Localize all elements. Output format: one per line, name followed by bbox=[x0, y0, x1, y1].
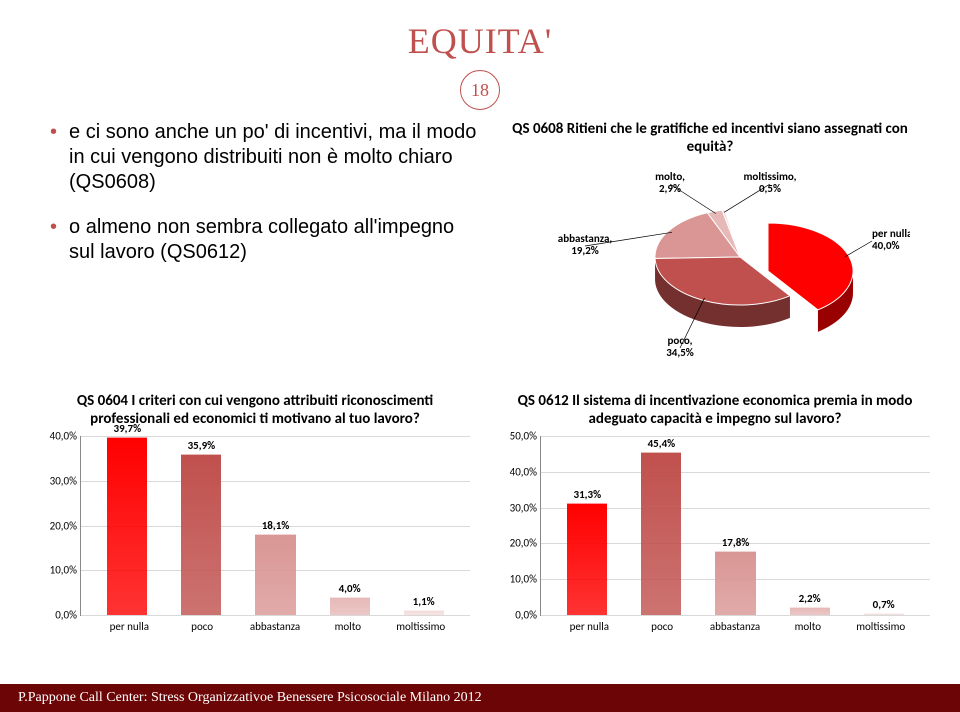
bar-value-label: 2,2% bbox=[799, 592, 821, 605]
bar-group: 1,1% bbox=[390, 436, 457, 615]
bullet-text: o almeno non sembra collegato all'impegn… bbox=[69, 215, 480, 265]
bar: 35,9% bbox=[181, 454, 221, 615]
x-tick-label: molto bbox=[771, 620, 844, 633]
bar-group: 45,4% bbox=[628, 436, 695, 615]
svg-text:0,5%: 0,5% bbox=[759, 182, 781, 195]
y-axis-ticks: 0,0%10,0%20,0%30,0%40,0%50,0% bbox=[501, 436, 539, 615]
bar: 45,4% bbox=[641, 452, 681, 615]
svg-text:2,9%: 2,9% bbox=[659, 182, 681, 195]
bar: 4,0% bbox=[330, 597, 370, 615]
x-tick-label: molto bbox=[311, 620, 384, 633]
slide-title: EQUITA' bbox=[0, 0, 960, 62]
bar-chart-qs0604: QS 0604 I criteri con cui vengono attrib… bbox=[40, 392, 470, 633]
bar-value-label: 0,7% bbox=[873, 598, 895, 611]
bullet-item: • e ci sono anche un po' di incentivi, m… bbox=[50, 120, 480, 195]
bar: 1,1% bbox=[404, 610, 444, 615]
bar-value-label: 18,1% bbox=[262, 519, 290, 532]
slide: EQUITA' 18 • e ci sono anche un po' di i… bbox=[0, 0, 960, 712]
chart-title: QS 0604 I criteri con cui vengono attrib… bbox=[40, 392, 470, 428]
pie-chart: QS 0608 Ritieni che le gratifiche ed inc… bbox=[500, 120, 920, 362]
top-row: • e ci sono anche un po' di incentivi, m… bbox=[0, 110, 960, 362]
x-axis-labels: per nullapocoabbastanzamoltomoltissimo bbox=[80, 616, 470, 633]
y-tick-label: 20,0% bbox=[50, 519, 77, 532]
bar-group: 39,7% bbox=[94, 436, 161, 615]
page-number-badge: 18 bbox=[460, 70, 500, 110]
x-tick-label: abbastanza bbox=[699, 620, 772, 633]
bar-value-label: 35,9% bbox=[188, 439, 216, 452]
bar-plot-area: 0,0%10,0%20,0%30,0%40,0% 39,7%35,9%18,1%… bbox=[80, 436, 470, 616]
bullet-dot-icon: • bbox=[50, 120, 57, 144]
x-tick-label: poco bbox=[166, 620, 239, 633]
bottom-row: QS 0604 I criteri con cui vengono attrib… bbox=[0, 362, 960, 633]
y-tick-label: 40,0% bbox=[50, 430, 77, 443]
svg-text:19,2%: 19,2% bbox=[571, 244, 599, 257]
x-tick-label: poco bbox=[626, 620, 699, 633]
svg-text:34,5%: 34,5% bbox=[666, 346, 694, 359]
x-axis-labels: per nullapocoabbastanzamoltomoltissimo bbox=[540, 616, 930, 633]
pie-svg: per nulla,40,0%poco,34,5%abbastanza,19,2… bbox=[510, 162, 910, 362]
y-tick-label: 30,0% bbox=[50, 474, 77, 487]
bar-group: 31,3% bbox=[554, 436, 621, 615]
y-tick-label: 10,0% bbox=[510, 573, 537, 586]
bar: 18,1% bbox=[255, 534, 295, 615]
x-tick-label: per nulla bbox=[553, 620, 626, 633]
bullet-dot-icon: • bbox=[50, 215, 57, 239]
bar-group: 4,0% bbox=[316, 436, 383, 615]
x-tick-label: abbastanza bbox=[239, 620, 312, 633]
bar-value-label: 39,7% bbox=[114, 422, 142, 435]
bar-value-label: 45,4% bbox=[648, 437, 676, 450]
bar-group: 0,7% bbox=[850, 436, 917, 615]
bar-group: 35,9% bbox=[168, 436, 235, 615]
bar-value-label: 31,3% bbox=[574, 488, 602, 501]
y-tick-label: 50,0% bbox=[510, 430, 537, 443]
footer: P.Pappone Call Center: Stress Organizzat… bbox=[0, 684, 960, 712]
pie-title: QS 0608 Ritieni che le gratifiche ed inc… bbox=[500, 120, 920, 156]
y-tick-label: 40,0% bbox=[510, 465, 537, 478]
x-tick-label: moltissimo bbox=[844, 620, 917, 633]
y-tick-label: 0,0% bbox=[515, 609, 537, 622]
y-tick-label: 20,0% bbox=[510, 537, 537, 550]
bar-group: 17,8% bbox=[702, 436, 769, 615]
x-tick-label: per nulla bbox=[93, 620, 166, 633]
x-tick-label: moltissimo bbox=[384, 620, 457, 633]
bar-value-label: 4,0% bbox=[339, 582, 361, 595]
y-tick-label: 0,0% bbox=[55, 609, 77, 622]
bar-group: 2,2% bbox=[776, 436, 843, 615]
bar-value-label: 1,1% bbox=[413, 595, 435, 608]
chart-title: QS 0612 Il sistema di incentivazione eco… bbox=[500, 392, 930, 428]
bar-plot-area: 0,0%10,0%20,0%30,0%40,0%50,0% 31,3%45,4%… bbox=[540, 436, 930, 616]
y-tick-label: 10,0% bbox=[50, 564, 77, 577]
y-tick-label: 30,0% bbox=[510, 501, 537, 514]
bar-group: 18,1% bbox=[242, 436, 309, 615]
bar: 31,3% bbox=[567, 503, 607, 615]
bullet-list: • e ci sono anche un po' di incentivi, m… bbox=[50, 120, 500, 362]
bar-value-label: 17,8% bbox=[722, 536, 750, 549]
bar-chart-qs0612: QS 0612 Il sistema di incentivazione eco… bbox=[500, 392, 930, 633]
svg-text:40,0%: 40,0% bbox=[872, 239, 900, 252]
bar: 2,2% bbox=[790, 607, 830, 615]
y-axis-ticks: 0,0%10,0%20,0%30,0%40,0% bbox=[41, 436, 79, 615]
bar: 39,7% bbox=[107, 437, 147, 615]
bar: 17,8% bbox=[715, 551, 755, 615]
bullet-item: • o almeno non sembra collegato all'impe… bbox=[50, 215, 480, 265]
bar: 0,7% bbox=[864, 613, 904, 616]
bullet-text: e ci sono anche un po' di incentivi, ma … bbox=[69, 120, 480, 195]
